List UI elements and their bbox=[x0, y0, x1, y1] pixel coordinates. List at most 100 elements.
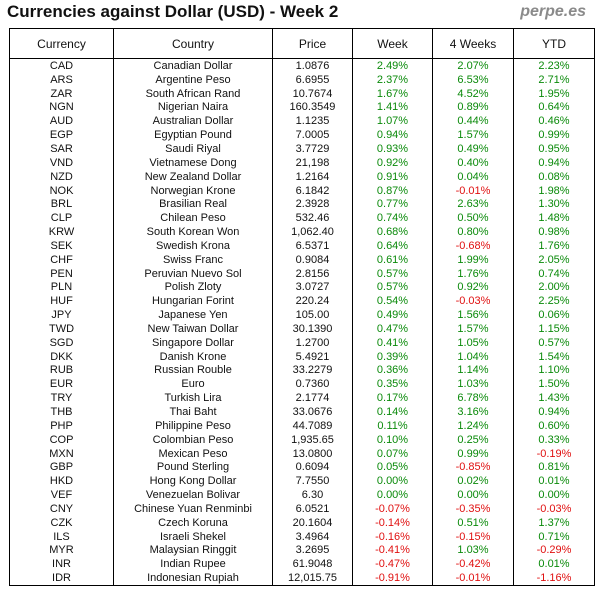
cell-currency: ARS bbox=[9, 72, 114, 87]
cell-country: Philippine Peso bbox=[113, 418, 273, 433]
cell-4-weeks: 0.04% bbox=[432, 169, 514, 184]
cell-4-weeks: 1.57% bbox=[432, 128, 514, 143]
cell-currency: MYR bbox=[9, 543, 114, 558]
cell-week: -0.14% bbox=[352, 515, 433, 530]
cell-4-weeks: -0.68% bbox=[432, 238, 514, 253]
table-row: HUF Hungarian Forint 220.24 0.54% -0.03% 2.25… bbox=[9, 294, 595, 309]
table-row: EUR Euro 0.7360 0.35% 1.03% 1.50% bbox=[9, 377, 595, 392]
cell-country: Venezuelan Bolivar bbox=[113, 488, 273, 502]
cell-week: 1.41% bbox=[352, 100, 433, 115]
cell-country: Nigerian Naira bbox=[113, 100, 273, 115]
cell-4-weeks: -0.01% bbox=[432, 183, 514, 198]
table-row: SAR Saudi Riyal 3.7729 0.93% 0.49% 0.95% bbox=[9, 142, 595, 156]
cell-country: Canadian Dollar bbox=[113, 58, 273, 73]
cell-country: Hong Kong Dollar bbox=[113, 474, 273, 489]
table-row: AUD Australian Dollar 1.1235 1.07% 0.44% 0.46… bbox=[9, 114, 595, 129]
cell-week: 0.00% bbox=[352, 488, 433, 502]
table-row: EGP Egyptian Pound 7.0005 0.94% 1.57% 0.99% bbox=[9, 128, 595, 143]
cell-price: 33.2279 bbox=[272, 363, 353, 378]
header-currency: Currency bbox=[9, 28, 114, 59]
cell-currency: PEN bbox=[9, 266, 114, 281]
cell-currency: THB bbox=[9, 405, 114, 419]
table-row: RUB Russian Rouble 33.2279 0.36% 1.14% 1.10% bbox=[9, 363, 595, 378]
cell-week: 0.49% bbox=[352, 308, 433, 323]
cell-ytd: 0.01% bbox=[513, 557, 595, 572]
cell-price: 1.0876 bbox=[272, 58, 353, 73]
page-title: Currencies against Dollar (USD) - Week 2 bbox=[7, 2, 339, 21]
cell-week: -0.47% bbox=[352, 557, 433, 572]
table-row: NGN Nigerian Naira 160.3549 1.41% 0.89% 0.64% bbox=[9, 100, 595, 115]
cell-currency: ILS bbox=[9, 529, 114, 544]
cell-country: Japanese Yen bbox=[113, 308, 273, 323]
cell-currency: CZK bbox=[9, 515, 114, 530]
cell-ytd: -0.19% bbox=[513, 446, 595, 461]
cell-ytd: 0.98% bbox=[513, 225, 595, 239]
cell-ytd: 1.37% bbox=[513, 515, 595, 530]
cell-4-weeks: 0.44% bbox=[432, 114, 514, 129]
cell-week: 0.17% bbox=[352, 391, 433, 406]
cell-currency: HKD bbox=[9, 474, 114, 489]
cell-4-weeks: 1.03% bbox=[432, 543, 514, 558]
cell-ytd: 0.95% bbox=[513, 142, 595, 156]
cell-country: Norwegian Krone bbox=[113, 183, 273, 198]
cell-price: 30.1390 bbox=[272, 322, 353, 336]
cell-4-weeks: -0.85% bbox=[432, 460, 514, 475]
table-row: CHF Swiss Franc 0.9084 0.61% 1.99% 2.05% bbox=[9, 252, 595, 267]
cell-price: 6.0521 bbox=[272, 502, 353, 516]
cell-week: 0.07% bbox=[352, 446, 433, 461]
cell-4-weeks: 0.49% bbox=[432, 142, 514, 156]
cell-week: 0.41% bbox=[352, 335, 433, 350]
cell-4-weeks: 6.53% bbox=[432, 72, 514, 87]
cell-week: 0.93% bbox=[352, 142, 433, 156]
cell-price: 1.1235 bbox=[272, 114, 353, 129]
table-row: ILS Israeli Shekel 3.4964 -0.16% -0.15% 0.71% bbox=[9, 529, 595, 544]
cell-4-weeks: -0.35% bbox=[432, 502, 514, 516]
cell-price: 105.00 bbox=[272, 308, 353, 323]
cell-price: 1,935.65 bbox=[272, 432, 353, 447]
cell-price: 1,062.40 bbox=[272, 225, 353, 239]
table-row: ARS Argentine Peso 6.6955 2.37% 6.53% 2.71% bbox=[9, 72, 595, 87]
cell-country: Mexican Peso bbox=[113, 446, 273, 461]
cell-price: 532.46 bbox=[272, 211, 353, 226]
cell-country: Euro bbox=[113, 377, 273, 392]
cell-currency: CAD bbox=[9, 58, 114, 73]
cell-currency: CNY bbox=[9, 502, 114, 516]
cell-4-weeks: 1.99% bbox=[432, 252, 514, 267]
cell-price: 0.9084 bbox=[272, 252, 353, 267]
cell-currency: ZAR bbox=[9, 86, 114, 101]
cell-ytd: 0.06% bbox=[513, 308, 595, 323]
cell-currency: VEF bbox=[9, 488, 114, 502]
cell-currency: AUD bbox=[9, 114, 114, 129]
cell-4-weeks: 6.78% bbox=[432, 391, 514, 406]
table-row: ZAR South African Rand 10.7674 1.67% 4.52% 1.… bbox=[9, 86, 595, 101]
cell-4-weeks: 1.57% bbox=[432, 322, 514, 336]
cell-4-weeks: 2.63% bbox=[432, 197, 514, 212]
cell-currency: INR bbox=[9, 557, 114, 572]
cell-4-weeks: 2.07% bbox=[432, 58, 514, 73]
cell-ytd: 0.64% bbox=[513, 100, 595, 115]
table-row: JPY Japanese Yen 105.00 0.49% 1.56% 0.06% bbox=[9, 308, 595, 323]
cell-ytd: 0.94% bbox=[513, 155, 595, 170]
cell-ytd: 1.95% bbox=[513, 86, 595, 101]
cell-4-weeks: 1.56% bbox=[432, 308, 514, 323]
cell-4-weeks: 1.03% bbox=[432, 377, 514, 392]
cell-price: 7.7550 bbox=[272, 474, 353, 489]
cell-week: 0.94% bbox=[352, 128, 433, 143]
table-row: SEK Swedish Krona 6.5371 0.64% -0.68% 1.76% bbox=[9, 238, 595, 253]
table-row: GBP Pound Sterling 0.6094 0.05% -0.85% 0.81% bbox=[9, 460, 595, 475]
cell-week: -0.91% bbox=[352, 571, 433, 587]
cell-ytd: 1.15% bbox=[513, 322, 595, 336]
cell-price: 61.9048 bbox=[272, 557, 353, 572]
cell-week: 0.61% bbox=[352, 252, 433, 267]
cell-country: Pound Sterling bbox=[113, 460, 273, 475]
cell-4-weeks: 0.80% bbox=[432, 225, 514, 239]
cell-currency: EUR bbox=[9, 377, 114, 392]
cell-ytd: 1.48% bbox=[513, 211, 595, 226]
table-row: CNY Chinese Yuan Renminbi 6.0521 -0.07% -0.3… bbox=[9, 502, 595, 516]
cell-price: 13.0800 bbox=[272, 446, 353, 461]
cell-4-weeks: 0.02% bbox=[432, 474, 514, 489]
cell-price: 2.8156 bbox=[272, 266, 353, 281]
table-row: PEN Peruvian Nuevo Sol 2.8156 0.57% 1.76% 0.7… bbox=[9, 266, 595, 281]
cell-week: 0.11% bbox=[352, 418, 433, 433]
cell-price: 6.1842 bbox=[272, 183, 353, 198]
